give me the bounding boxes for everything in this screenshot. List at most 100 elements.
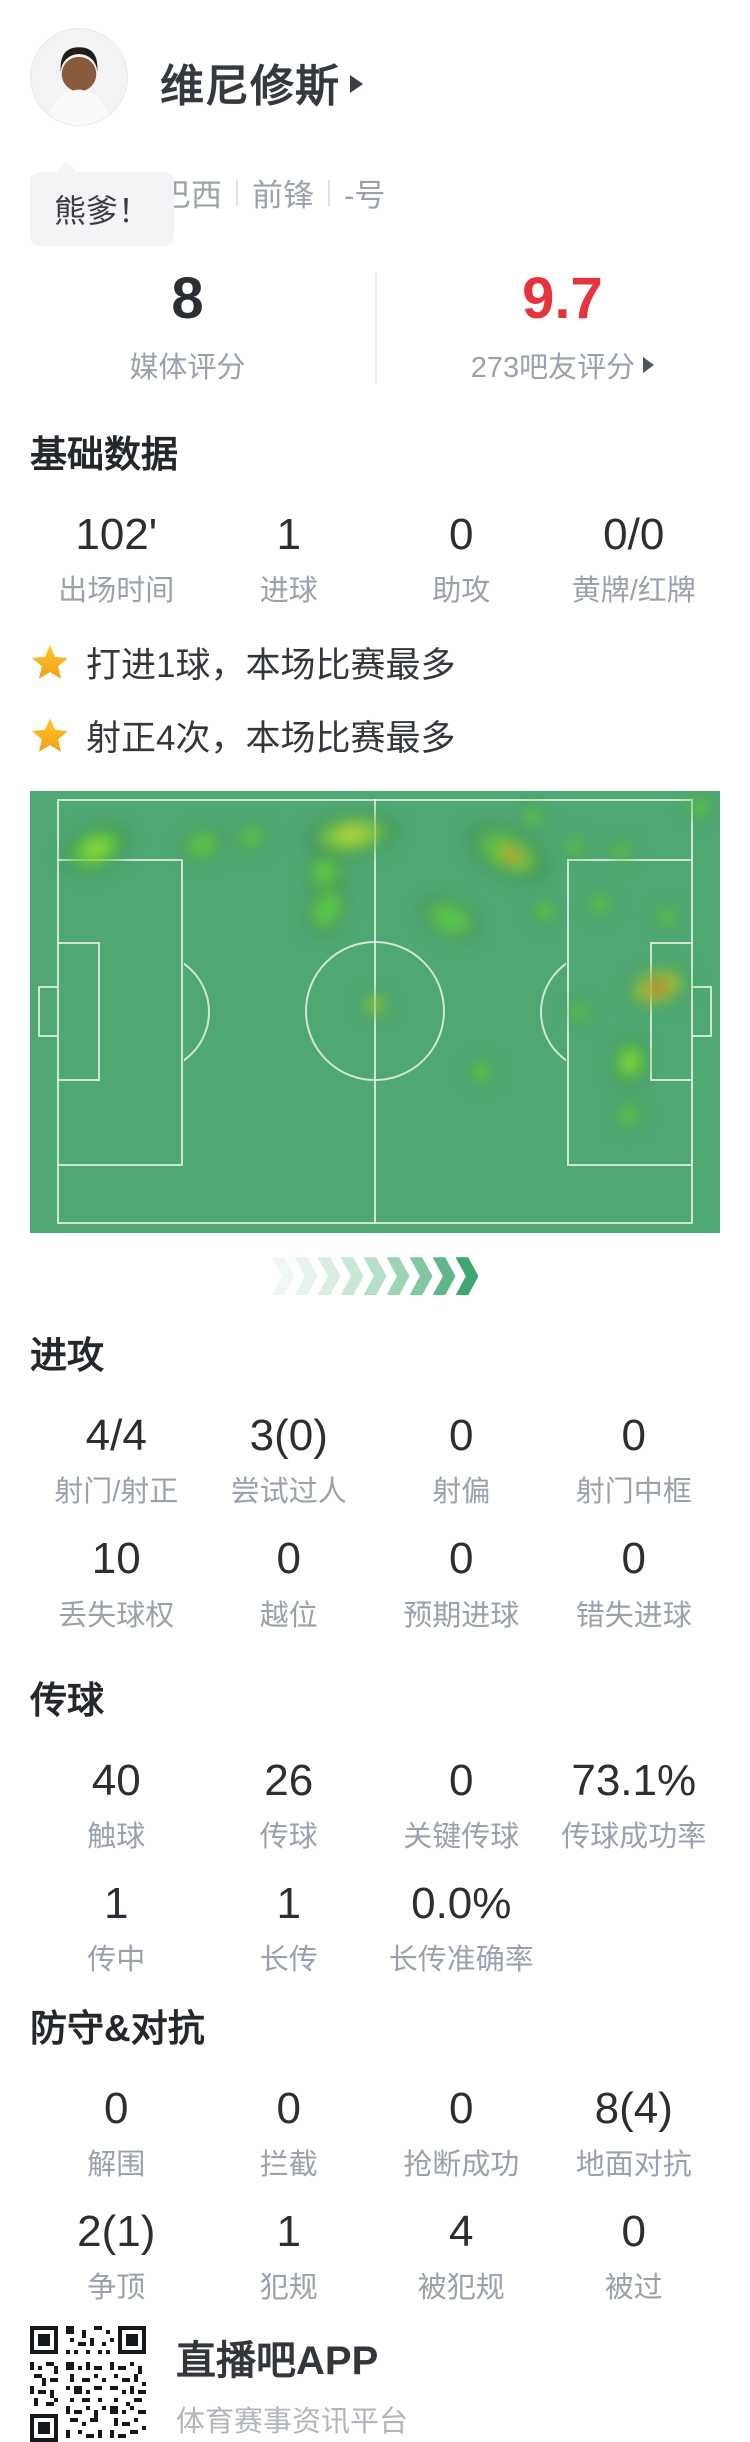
stat-label: 错失进球: [575, 1599, 692, 1632]
stat-value: 1: [104, 1878, 129, 1928]
stat-touches: 40 触球: [30, 1757, 203, 1855]
position-heatmap: [30, 791, 720, 1234]
stat-cards: 0/0 黄牌/红牌: [548, 510, 721, 609]
media-rating-value: 8: [171, 266, 204, 331]
defense-row-1: 0 解围 0 拦截 0 抢断成功 8(4) 地面对抗: [30, 2083, 721, 2183]
stat-label: 被犯规: [417, 2272, 505, 2305]
player-head-text: 维尼修斯 巴西 前锋 -号: [160, 50, 385, 215]
heatmap-blob: [683, 793, 717, 822]
stat-ground-duels: 8(4) 地面对抗: [548, 2083, 721, 2183]
stat-label: 预期进球: [403, 1599, 520, 1632]
heatmap-blob: [616, 955, 700, 1020]
heatmap-blob: [360, 991, 390, 1020]
pitch-goal-area-left: [57, 942, 100, 1082]
stat-label: 丢失球权: [58, 1599, 175, 1632]
stat-value: 8(4): [594, 2083, 673, 2133]
ratings-panel: 8 媒体评分 9.7 273吧友评分: [0, 270, 750, 386]
pitch-goal-left: [38, 986, 57, 1038]
player-name-row[interactable]: 维尼修斯: [160, 50, 385, 114]
stat-interceptions: 0 拦截: [203, 2083, 376, 2183]
basic-stat-row: 102' 出场时间 1 进球 0 助攻 0/0 黄牌/红牌: [30, 510, 721, 609]
qr-code: [30, 2326, 146, 2442]
stat-value: 0: [276, 1534, 301, 1584]
fans-rating[interactable]: 9.7 273吧友评分: [375, 270, 750, 386]
stat-shots-off: 0 射偏: [375, 1411, 548, 1510]
stat-value: 4: [449, 2207, 474, 2257]
heatmap-blob: [529, 896, 561, 927]
heatmap-blob: [584, 889, 616, 920]
fans-rating-label-text: 273吧友评分: [470, 352, 636, 384]
stat-label: 尝试过人: [230, 1476, 347, 1509]
highlight-text: 射正4次，本场比赛最多: [86, 719, 456, 759]
chevron-icon: [340, 1257, 364, 1296]
stat-minutes: 102' 出场时间: [30, 510, 203, 609]
stat-was-fouled: 4 被犯规: [375, 2207, 548, 2306]
stat-fouls: 1 犯规: [203, 2208, 376, 2306]
stat-value: 1: [276, 1878, 301, 1928]
stat-label: 出场时间: [58, 575, 175, 608]
stat-value: 4/4: [85, 1411, 147, 1461]
stat-value: 0.0%: [411, 1878, 512, 1928]
stat-value: 0/0: [603, 510, 665, 559]
stat-label: 射偏: [432, 1476, 491, 1509]
stat-clearances: 0 解围: [30, 2083, 203, 2183]
player-avatar[interactable]: [30, 28, 128, 126]
pitch-goal-right: [693, 986, 712, 1038]
heatmap-blob: [566, 999, 594, 1026]
stat-passes: 26 传球: [203, 1755, 376, 1855]
section-title-passing: 传球: [30, 1679, 104, 1721]
stat-label: 进球: [259, 575, 318, 608]
app-footer: 直播吧APP 体育赛事资讯平台: [30, 2326, 720, 2442]
heatmap-blob: [465, 1057, 497, 1088]
stat-pass-accuracy: 73.1% 传球成功率: [548, 1755, 721, 1855]
section-basic-data: 基础数据 102' 出场时间 1 进球 0 助攻 0/0 黄牌/红牌: [0, 424, 750, 609]
stat-value: 0: [449, 510, 474, 559]
stat-label: 地面对抗: [575, 2149, 692, 2182]
highlight-row: 打进1球，本场比赛最多: [30, 637, 720, 688]
highlights: 打进1球，本场比赛最多 射正4次，本场比赛最多: [0, 637, 750, 761]
stat-value: 73.1%: [571, 1755, 697, 1805]
stat-value: 2(1): [77, 2207, 156, 2257]
stat-label: 射门/射正: [54, 1476, 179, 1509]
attack-row-2: 10 丢失球权 0 越位 0 预期进球 0 错失进球: [30, 1536, 720, 1633]
player-position: 前锋: [252, 178, 314, 213]
stat-woodwork: 0 射门中框: [548, 1411, 721, 1510]
stat-value: 0: [449, 1411, 474, 1461]
chevron-icon: [409, 1257, 433, 1296]
chevron-icon: [294, 1257, 318, 1296]
stat-label: 越位: [259, 1599, 318, 1632]
stat-assists: 0 助攻: [375, 510, 548, 609]
fans-rating-label: 273吧友评分: [470, 344, 655, 386]
stat-aerial-duels: 2(1) 争顶: [30, 2207, 203, 2306]
chevron-icon: [363, 1257, 387, 1296]
heatmap-blob: [171, 818, 233, 872]
pitch-goal-area-right: [650, 942, 693, 1082]
stat-value: 0: [449, 2083, 474, 2133]
heatmap-blobs: [30, 791, 720, 1233]
stat-long-balls: 1 长传: [203, 1878, 376, 1978]
stat-value: 0: [104, 2083, 129, 2133]
stat-label: 争顶: [87, 2272, 146, 2305]
app-name: 直播吧APP: [176, 2339, 379, 2384]
heatmap-blob: [408, 884, 492, 955]
stat-value: 26: [264, 1755, 314, 1805]
stat-value: 0: [276, 2083, 301, 2133]
stat-value: 102': [75, 510, 158, 559]
stat-dribbled-past: 0 被过: [548, 2208, 721, 2306]
stat-long-ball-accuracy: 0.0% 长传准确率: [375, 1878, 548, 1978]
stat-label: 传球成功率: [561, 1820, 707, 1853]
heatmap-blob: [608, 838, 636, 865]
passing-row-1: 40 触球 26 传球 0 关键传球 73.1% 传球成功率: [30, 1755, 721, 1855]
defense-row-2: 2(1) 争顶 1 犯规 4 被犯规 0 被过: [30, 2207, 721, 2306]
stat-goals: 1 进球: [203, 511, 376, 609]
stat-dribbles: 3(0) 尝试过人: [203, 1412, 376, 1510]
stat-label: 犯规: [259, 2272, 318, 2305]
player-shirt-number: -号: [344, 178, 386, 213]
player-name: 维尼修斯: [160, 62, 340, 111]
attack-row-1: 4/4 射门/射正 3(0) 尝试过人 0 射偏 0 射门中框: [30, 1411, 721, 1510]
section-title-basic: 基础数据: [30, 434, 178, 475]
section-title-defense: 防守&对抗: [30, 2007, 205, 2049]
app-tagline: 体育赛事资讯平台: [176, 2406, 409, 2439]
stat-value: 0: [621, 1411, 646, 1461]
pitch-center-circle: [305, 941, 445, 1082]
